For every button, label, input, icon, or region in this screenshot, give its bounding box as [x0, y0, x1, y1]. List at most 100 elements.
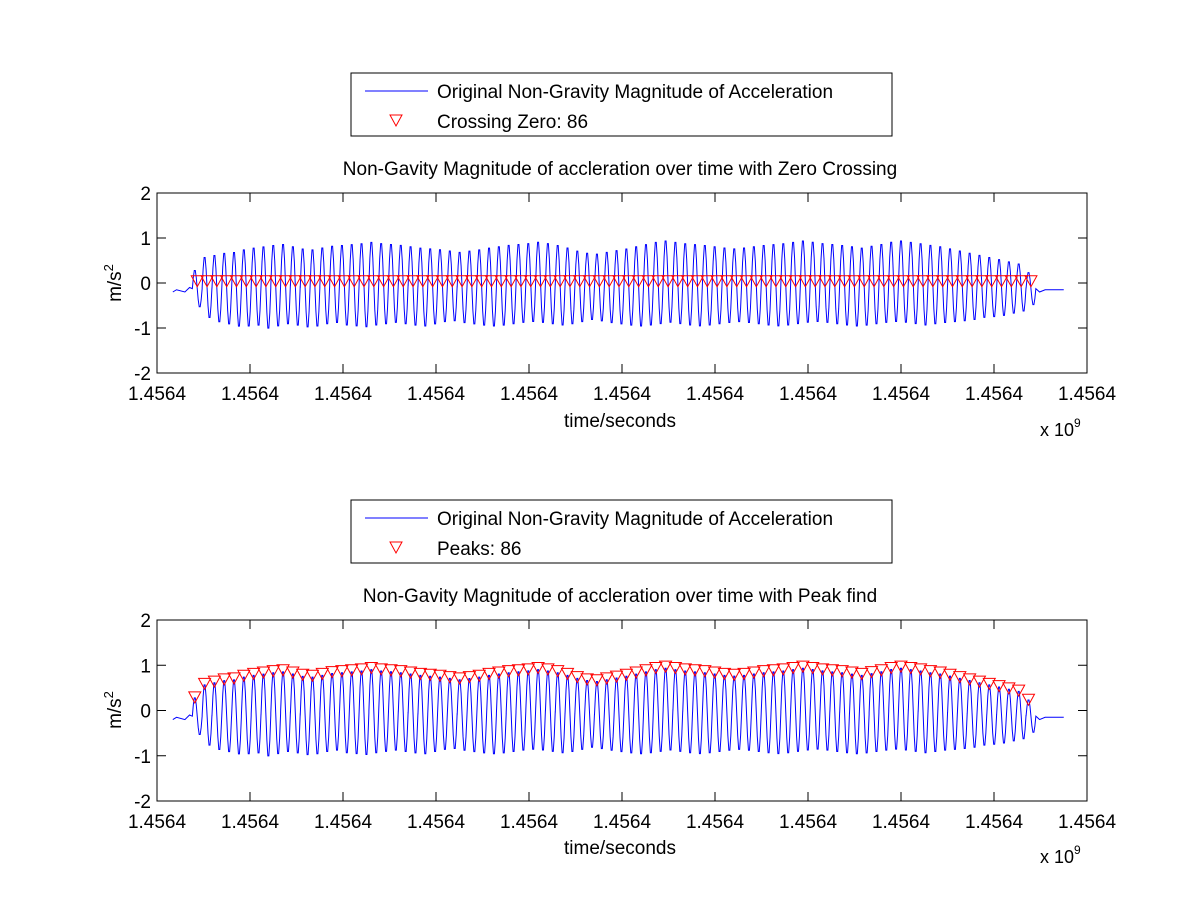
marker-triangle	[648, 662, 663, 675]
bottom-x-axis-label: time/seconds	[564, 838, 676, 859]
x-tick-label: 1.4564	[965, 384, 1024, 405]
marker-triangle	[482, 667, 496, 681]
marker-triangle	[619, 668, 634, 682]
marker-triangle	[982, 677, 997, 691]
x-tick-label: 1.4564	[500, 384, 559, 405]
marker-triangle	[845, 666, 859, 680]
x-tick-label: 1.4564	[1058, 812, 1117, 833]
top-legend-marker-label: Crossing Zero: 86	[437, 112, 588, 133]
marker-triangle	[923, 665, 938, 678]
marker-triangle	[599, 672, 614, 685]
marker-triangle	[256, 666, 271, 680]
x-tick-label: 1.4564	[314, 384, 373, 405]
marker-triangle	[445, 275, 460, 288]
marker-triangle	[462, 671, 477, 684]
bottom-legend-marker-label: Peaks: 86	[437, 539, 522, 560]
y-tick-label: -1	[134, 319, 151, 340]
marker-triangle	[582, 275, 597, 288]
top-y-axis-label-exponent: 2	[101, 264, 116, 271]
marker-triangle	[700, 275, 715, 288]
marker-triangle	[308, 275, 322, 288]
marker-triangle	[641, 275, 656, 288]
x-tick-label: 1.4564	[686, 812, 745, 833]
marker-triangle	[1021, 693, 1036, 707]
bottom-x-exponent: x 109	[1040, 843, 1081, 867]
marker-triangle	[347, 275, 362, 288]
marker-triangle	[197, 677, 212, 691]
marker-triangle	[847, 275, 862, 288]
marker-triangle	[442, 671, 457, 684]
marker-triangle	[788, 275, 803, 288]
bottom-chart-title: Non-Gavity Magnitude of accleration over…	[363, 586, 877, 607]
marker-triangle	[543, 275, 558, 288]
marker-triangle	[492, 666, 506, 680]
marker-triangle	[425, 275, 440, 288]
marker-triangle	[707, 666, 722, 680]
top-x-exponent: x 109	[1040, 416, 1081, 440]
marker-triangle	[570, 671, 585, 684]
marker-triangle	[295, 668, 310, 682]
bottom-chart: Original Non-Gravity Magnitude of Accele…	[101, 499, 1117, 867]
marker-triangle	[403, 666, 418, 680]
marker-triangle	[200, 275, 214, 288]
top-y-axis-label-base: m/s	[105, 271, 126, 302]
marker-triangle	[884, 662, 899, 675]
marker-triangle	[864, 666, 879, 679]
y-tick-label: 0	[140, 274, 151, 295]
marker-triangle	[727, 668, 742, 682]
marker-triangle	[305, 669, 320, 683]
marker-triangle	[717, 667, 732, 681]
marker-triangle	[972, 675, 987, 689]
x-tick-label: 1.4564	[500, 812, 559, 833]
marker-triangle	[286, 666, 300, 680]
marker-triangle	[335, 665, 349, 678]
marker-triangle	[266, 665, 281, 678]
marker-triangle	[415, 275, 430, 288]
marker-triangle	[808, 275, 823, 288]
marker-triangle	[494, 275, 509, 288]
top-legend-marker-swatch	[389, 114, 403, 128]
x-tick-label: 1.4564	[965, 812, 1024, 833]
marker-triangle	[769, 275, 783, 288]
marker-triangle	[249, 275, 263, 288]
marker-triangle	[465, 275, 479, 288]
bottom-y-ticks: -2 -1 0 1 2	[134, 611, 1087, 813]
marker-triangle	[325, 666, 339, 679]
marker-triangle	[749, 275, 764, 288]
marker-triangle	[207, 675, 222, 689]
marker-triangle	[805, 662, 820, 675]
bottom-signal-line	[172, 667, 1064, 757]
marker-triangle	[344, 664, 359, 677]
marker-triangle	[975, 275, 989, 288]
x-tick-label: 1.4564	[686, 384, 745, 405]
x-tick-label: 1.4564	[221, 812, 280, 833]
marker-triangle	[678, 663, 693, 676]
marker-triangle	[837, 275, 852, 288]
marker-triangle	[580, 673, 594, 686]
marker-triangle	[553, 275, 567, 288]
top-zero-crossing-markers	[190, 275, 1038, 288]
marker-triangle	[825, 664, 840, 677]
marker-triangle	[658, 660, 673, 674]
bottom-legend-signal-label: Original Non-Gravity Magnitude of Accele…	[437, 509, 833, 530]
marker-triangle	[965, 275, 979, 288]
marker-triangle	[609, 670, 624, 684]
marker-triangle	[572, 275, 587, 288]
marker-triangle	[364, 662, 379, 675]
x-tick-label: 1.4564	[872, 812, 931, 833]
marker-triangle	[680, 275, 695, 288]
top-chart-title: Non-Gavity Magnitude of accleration over…	[343, 159, 897, 180]
marker-triangle	[1011, 684, 1026, 698]
marker-triangle	[1024, 275, 1038, 288]
marker-triangle	[778, 275, 793, 288]
marker-triangle	[747, 666, 761, 680]
y-tick-label: 0	[140, 702, 151, 723]
marker-triangle	[219, 275, 234, 288]
marker-triangle	[239, 275, 254, 288]
marker-triangle	[472, 669, 487, 683]
marker-triangle	[933, 666, 948, 680]
marker-triangle	[511, 664, 526, 677]
marker-triangle	[452, 672, 467, 685]
marker-triangle	[671, 275, 685, 288]
